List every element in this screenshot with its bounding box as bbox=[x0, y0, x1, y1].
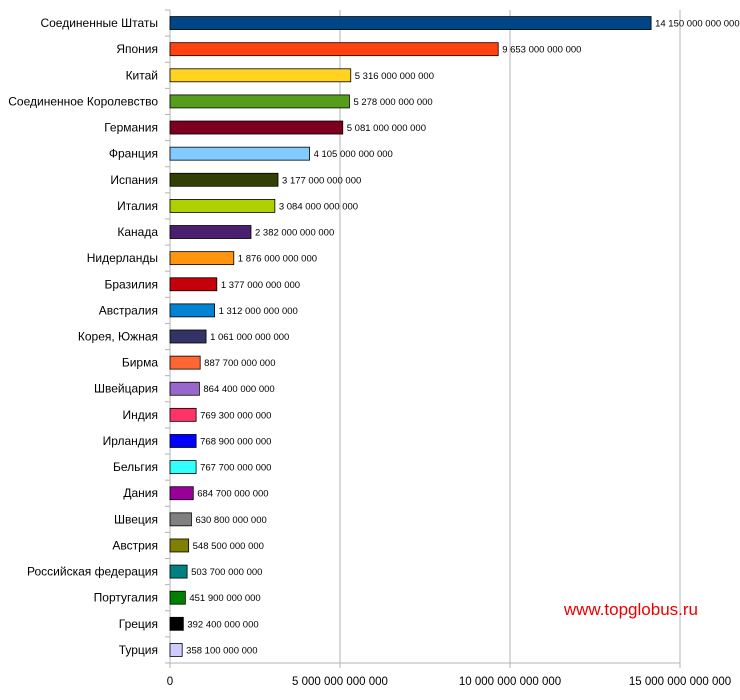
value-label: 1 061 000 000 000 bbox=[210, 332, 289, 343]
category-label: Индия bbox=[123, 408, 158, 422]
value-label: 3 177 000 000 000 bbox=[282, 175, 361, 186]
bar bbox=[169, 486, 194, 501]
value-label: 9 653 000 000 000 bbox=[502, 45, 581, 56]
value-label: 1 312 000 000 000 bbox=[219, 306, 298, 317]
value-label: 503 700 000 000 bbox=[191, 567, 262, 578]
bar bbox=[169, 225, 252, 239]
bar bbox=[169, 512, 192, 527]
bar bbox=[169, 277, 218, 292]
value-label: 2 382 000 000 000 bbox=[255, 228, 334, 239]
x-tick-label: 5 000 000 000 000 bbox=[292, 676, 388, 688]
category-label: Швеция bbox=[114, 512, 158, 526]
category-label: Греция bbox=[119, 617, 158, 631]
value-label: 548 500 000 000 bbox=[193, 541, 264, 552]
bar bbox=[169, 407, 197, 422]
category-label: Япония bbox=[116, 42, 158, 56]
category-label: Австрия bbox=[112, 538, 158, 552]
value-label: 684 700 000 000 bbox=[197, 489, 268, 500]
bar bbox=[169, 460, 197, 475]
watermark-text: www.topglobus.ru bbox=[563, 600, 698, 619]
value-label: 358 100 000 000 bbox=[186, 645, 257, 656]
category-label: Португалия bbox=[94, 591, 158, 605]
bar bbox=[169, 16, 652, 30]
category-label: Испания bbox=[110, 173, 158, 187]
bar bbox=[169, 120, 344, 135]
category-label: Соединенное Королевство bbox=[8, 94, 158, 108]
x-tick-label: 10 000 000 000 000 bbox=[459, 676, 561, 688]
category-label: Италия bbox=[117, 199, 158, 213]
value-label: 768 900 000 000 bbox=[200, 436, 271, 447]
bar bbox=[169, 198, 276, 213]
category-label: Бразилия bbox=[105, 277, 159, 291]
value-label: 3 084 000 000 000 bbox=[279, 201, 358, 212]
bar bbox=[169, 564, 188, 579]
bar bbox=[169, 146, 310, 161]
bar bbox=[169, 616, 184, 631]
value-label: 5 316 000 000 000 bbox=[355, 71, 434, 82]
category-label: Бирма bbox=[122, 356, 159, 370]
bar bbox=[169, 381, 200, 396]
value-label: 14 150 000 000 000 bbox=[655, 19, 740, 30]
bar bbox=[169, 251, 235, 266]
bar bbox=[169, 303, 216, 318]
bar bbox=[169, 355, 201, 370]
value-label: 864 400 000 000 bbox=[203, 384, 274, 395]
value-label: 4 105 000 000 000 bbox=[314, 149, 393, 160]
category-label: Австралия bbox=[99, 303, 158, 317]
category-label: Соединенные Штаты bbox=[40, 16, 158, 30]
category-label: Швейцария bbox=[94, 382, 158, 396]
category-label: Ирландия bbox=[103, 434, 158, 448]
category-label: Китай bbox=[126, 68, 158, 82]
bar bbox=[169, 42, 499, 57]
bar bbox=[169, 329, 207, 344]
category-label: Российская федерация bbox=[27, 565, 158, 579]
value-label: 392 400 000 000 bbox=[187, 619, 258, 630]
category-label: Германия bbox=[104, 121, 158, 135]
bar bbox=[169, 172, 279, 187]
category-label: Бельгия bbox=[113, 460, 158, 474]
bar bbox=[169, 590, 186, 605]
category-label: Дания bbox=[123, 486, 158, 500]
value-label: 769 300 000 000 bbox=[200, 410, 271, 421]
value-label: 451 900 000 000 bbox=[189, 593, 260, 604]
bar bbox=[169, 538, 190, 553]
x-tick-label: 0 bbox=[167, 676, 173, 688]
category-label: Нидерланды bbox=[87, 251, 158, 265]
bar bbox=[169, 434, 197, 448]
x-tick-label: 15 000 000 000 000 bbox=[629, 676, 731, 688]
bar bbox=[169, 643, 183, 657]
value-label: 1 377 000 000 000 bbox=[221, 280, 300, 291]
value-label: 1 876 000 000 000 bbox=[238, 254, 317, 265]
value-label: 630 800 000 000 bbox=[195, 515, 266, 526]
bar bbox=[169, 94, 350, 109]
value-label: 767 700 000 000 bbox=[200, 463, 271, 474]
category-label: Франция bbox=[109, 147, 158, 161]
value-label: 887 700 000 000 bbox=[204, 358, 275, 369]
bar bbox=[169, 68, 352, 83]
value-label: 5 081 000 000 000 bbox=[347, 123, 426, 134]
category-label: Корея, Южная bbox=[78, 330, 158, 344]
value-label: 5 278 000 000 000 bbox=[353, 97, 432, 108]
category-label: Турция bbox=[119, 643, 158, 657]
category-label: Канада bbox=[117, 225, 158, 239]
